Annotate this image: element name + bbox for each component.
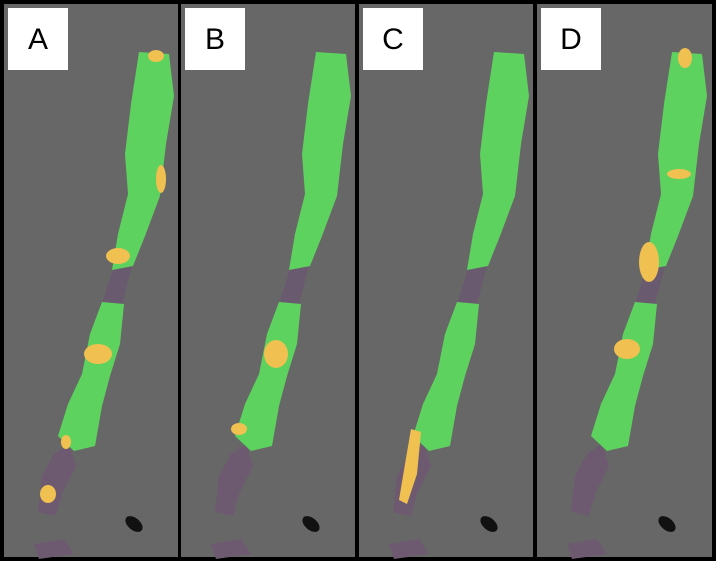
panel-label: A bbox=[28, 23, 48, 56]
label-box bbox=[363, 8, 423, 70]
label-box bbox=[8, 8, 68, 70]
panel-label: C bbox=[382, 23, 404, 56]
panel: D bbox=[537, 4, 712, 559]
panel: B bbox=[181, 4, 355, 559]
label-box bbox=[185, 8, 245, 70]
panel-label: D bbox=[560, 23, 582, 56]
panel-label: B bbox=[205, 23, 225, 56]
panel: A bbox=[4, 4, 178, 559]
label-box bbox=[541, 8, 601, 70]
panel: C bbox=[359, 4, 533, 559]
